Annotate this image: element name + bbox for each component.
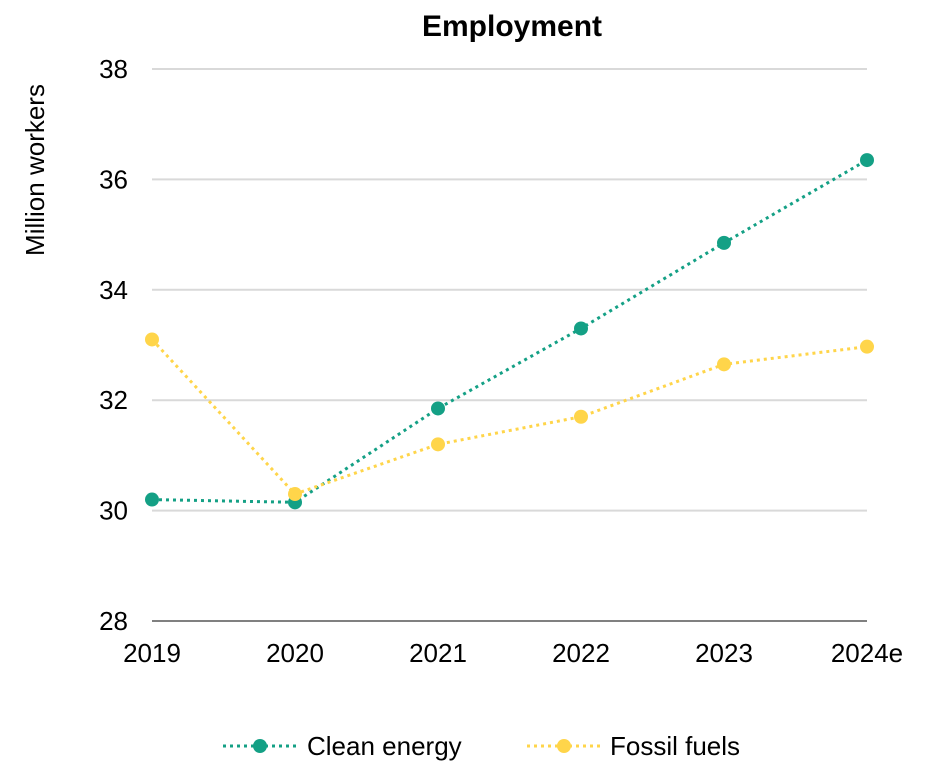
data-point [431,401,445,416]
legend-item: Clean energy [223,731,462,761]
y-tick-label: 32 [99,385,128,415]
series-line [151,158,868,504]
gridlines [152,68,867,622]
data-point [574,321,588,336]
legend-marker [557,739,571,753]
data-point [145,492,159,507]
x-tick-label: 2021 [409,638,467,668]
data-point [717,235,731,250]
data-point [717,357,731,372]
y-axis-ticks: 28 30 32 34 36 38 [99,54,128,636]
series-layer [145,153,874,510]
data-point [574,409,588,424]
x-tick-label: 2022 [552,638,610,668]
y-axis-label: Million workers [20,84,50,256]
x-tick-label: 2023 [695,638,753,668]
legend-item: Fossil fuels [527,731,740,761]
legend: Clean energy Fossil fuels [223,731,740,761]
chart-title: Employment [422,10,602,43]
data-point [860,153,874,168]
series-1 [145,332,874,502]
legend-label: Fossil fuels [610,731,740,761]
data-point [431,437,445,452]
legend-marker [253,739,267,753]
legend-label: Clean energy [307,731,462,761]
series-0 [145,153,874,510]
x-tick-label: 2020 [266,638,324,668]
y-tick-label: 28 [99,606,128,636]
x-tick-label: 2019 [123,638,181,668]
data-point [145,332,159,347]
x-tick-label: 2024e [831,638,903,668]
x-axis-ticks: 2019 2020 2021 2022 2023 2024e [123,638,903,668]
data-point [288,487,302,502]
y-tick-label: 30 [99,496,128,526]
y-tick-label: 34 [99,275,128,305]
y-tick-label: 36 [99,164,128,194]
data-point [860,339,874,354]
series-line [150,338,868,496]
y-tick-label: 38 [99,54,128,84]
